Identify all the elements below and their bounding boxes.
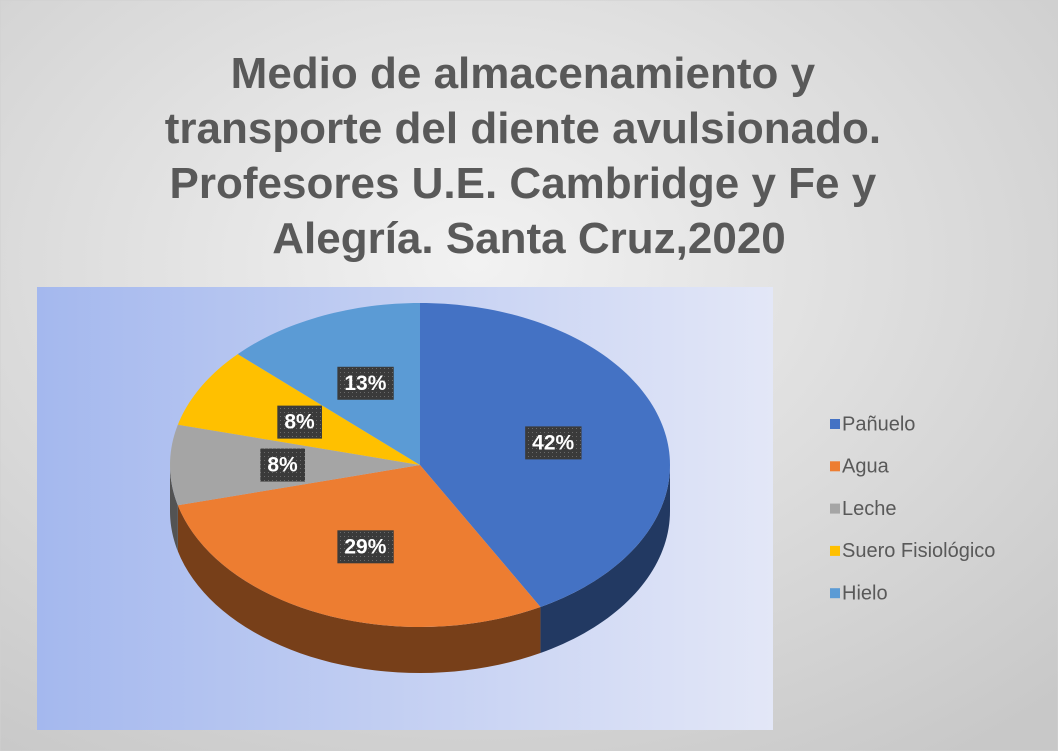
data-label-box: 42%	[525, 426, 582, 460]
legend-swatch	[830, 503, 840, 514]
title-line: Alegría. Santa Cruz,2020	[272, 214, 786, 263]
label-background	[277, 405, 323, 439]
data-label-box: 8%	[277, 405, 323, 439]
legend-swatch	[830, 419, 840, 429]
legend-label: Pañuelo	[842, 413, 915, 435]
legend-label: Leche	[842, 498, 897, 520]
title-line: Medio de almacenamiento y	[231, 49, 816, 98]
data-label: 29%	[344, 535, 386, 558]
chart-title: Medio de almacenamiento y transporte del…	[165, 49, 894, 263]
legend-swatch	[830, 588, 840, 599]
pie-side	[177, 505, 541, 673]
title-line: transporte del diente avulsionado.	[165, 104, 881, 153]
title-line: Profesores U.E. Cambridge y Fe y	[170, 159, 877, 208]
data-label-box: 8%	[260, 448, 305, 482]
data-label: 8%	[267, 454, 298, 477]
pie-side	[540, 465, 670, 653]
data-label-box: 29%	[337, 530, 394, 564]
data-label: 42%	[532, 431, 574, 454]
label-background	[337, 530, 394, 564]
legend-label: Agua	[842, 456, 890, 478]
legend-swatch	[830, 545, 840, 556]
data-label: 8%	[284, 411, 315, 434]
label-background	[525, 426, 582, 460]
data-label-box: 13%	[337, 366, 394, 400]
legend-label: Hielo	[842, 582, 888, 604]
legend-swatch	[830, 461, 840, 472]
legend-label: Suero Fisiológico	[842, 540, 995, 562]
data-label: 13%	[344, 372, 386, 395]
label-background	[260, 448, 305, 482]
pie-slice	[237, 303, 420, 465]
label-background	[337, 366, 394, 400]
pie-side	[170, 465, 178, 552]
